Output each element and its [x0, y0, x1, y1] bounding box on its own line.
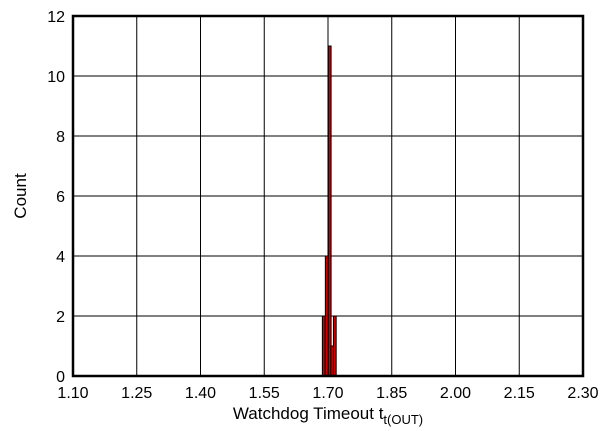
- x-tick-label: 2.00: [440, 385, 471, 402]
- x-tick-label: 1.70: [312, 385, 343, 402]
- y-tick-label: 6: [56, 189, 65, 206]
- y-tick-label: 8: [56, 129, 65, 146]
- y-tick-label: 10: [47, 69, 65, 86]
- x-tick-label: 1.40: [185, 385, 216, 402]
- x-tick-label: 1.85: [376, 385, 407, 402]
- y-tick-label: 2: [56, 309, 65, 326]
- histogram-bar: [332, 315, 337, 377]
- y-tick-label: 12: [47, 9, 65, 26]
- plot-frame: [71, 14, 585, 378]
- histogram-bar: [324, 255, 329, 377]
- y-axis-ticks: 0 2 4 6 8 10 12: [47, 9, 65, 386]
- x-tick-label: 1.10: [57, 385, 88, 402]
- x-tick-label: 1.25: [121, 385, 152, 402]
- x-tick-label: 2.15: [504, 385, 535, 402]
- y-tick-label: 0: [56, 369, 65, 386]
- histogram-bar: [321, 315, 326, 377]
- y-tick-label: 4: [56, 249, 65, 266]
- x-axis-title: Watchdog Timeout tt(OUT): [233, 404, 423, 427]
- histogram-bar: [327, 45, 332, 377]
- x-tick-label: 2.30: [567, 385, 598, 402]
- x-axis-title-main: Watchdog Timeout t: [233, 404, 384, 423]
- x-axis-ticks: 1.10 1.25 1.40 1.55 1.70 1.85 2.00 2.15 2.30: [57, 385, 598, 402]
- x-tick-label: 1.55: [249, 385, 280, 402]
- y-axis-title: Count: [11, 173, 30, 219]
- bars: [321, 45, 337, 377]
- x-axis-title-subscript: t(OUT): [383, 412, 423, 427]
